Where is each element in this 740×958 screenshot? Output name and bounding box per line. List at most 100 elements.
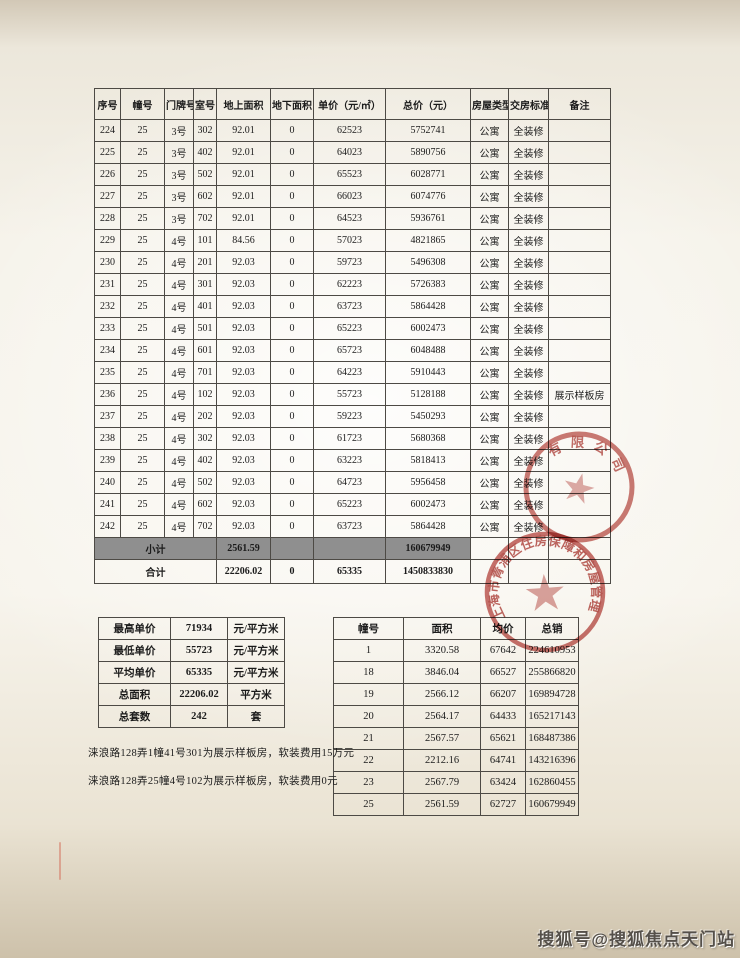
price-cell: 239 (94, 449, 121, 472)
price-row: 231 25 4号 301 92.03 0 62223 5726383 公寓 全装修 (94, 273, 611, 296)
buildings-cell: 66207 (480, 683, 526, 706)
header-cell: 备注 (548, 88, 611, 120)
price-cell: 64023 (313, 141, 386, 164)
price-cell: 233 (94, 317, 121, 340)
grand-total-total: 1450833830 (385, 559, 471, 584)
price-cell: 25 (120, 229, 165, 252)
price-cell: 全装修 (508, 361, 549, 384)
header-cell: 交房标准 (508, 88, 549, 120)
grand-total-basement: 0 (270, 559, 314, 584)
price-cell: 5680368 (385, 427, 471, 450)
buildings-cell: 21 (333, 727, 404, 750)
price-cell (548, 141, 611, 164)
price-cell: 公寓 (470, 185, 509, 208)
price-cell (548, 339, 611, 362)
summary-row: 总面积 22206.02 平方米 (98, 683, 285, 706)
price-cell: 501 (193, 317, 217, 340)
price-cell (548, 273, 611, 296)
price-cell: 63723 (313, 295, 386, 318)
price-cell: 0 (270, 339, 314, 362)
price-cell: 4号 (164, 339, 194, 362)
price-cell: 全装修 (508, 119, 549, 142)
price-cell: 公寓 (470, 229, 509, 252)
price-cell: 公寓 (470, 427, 509, 450)
price-cell: 62223 (313, 273, 386, 296)
price-cell: 601 (193, 339, 217, 362)
summary-unit: 元/平方米 (227, 617, 285, 640)
subtotal-basement (270, 537, 314, 560)
summary-value: 55723 (170, 639, 228, 662)
price-cell: 全装修 (508, 185, 549, 208)
price-cell: 公寓 (470, 141, 509, 164)
header-cell: 序号 (94, 88, 121, 120)
price-cell: 92.03 (216, 383, 271, 406)
summary-row: 平均单价 65335 元/平方米 (98, 661, 285, 684)
price-cell: 全装修 (508, 207, 549, 230)
price-cell: 62523 (313, 119, 386, 142)
price-cell: 59723 (313, 251, 386, 274)
price-cell: 全装修 (508, 317, 549, 340)
price-cell: 602 (193, 493, 217, 516)
price-cell: 226 (94, 163, 121, 186)
header-cell: 门牌号 (164, 88, 194, 120)
price-cell: 5496308 (385, 251, 471, 274)
price-cell: 92.01 (216, 207, 271, 230)
buildings-cell: 2567.79 (403, 771, 481, 794)
price-cell: 235 (94, 361, 121, 384)
price-cell: 302 (193, 427, 217, 450)
summary-unit: 套 (227, 705, 285, 728)
subtotal-row: 小计 2561.59 160679949 (94, 537, 611, 560)
price-cell: 25 (120, 493, 165, 516)
price-cell: 102 (193, 383, 217, 406)
price-cell: 全装修 (508, 141, 549, 164)
price-cell: 0 (270, 493, 314, 516)
price-cell: 25 (120, 405, 165, 428)
buildings-row: 18 3846.04 66527 255866820 (333, 661, 579, 684)
price-cell: 25 (120, 141, 165, 164)
buildings-row: 22 2212.16 64741 143216396 (333, 749, 579, 772)
price-cell: 4号 (164, 471, 194, 494)
price-cell: 502 (193, 471, 217, 494)
price-cell: 92.03 (216, 361, 271, 384)
price-cell: 702 (193, 515, 217, 538)
price-cell: 5450293 (385, 405, 471, 428)
price-cell: 公寓 (470, 119, 509, 142)
price-cell: 25 (120, 383, 165, 406)
price-row: 230 25 4号 201 92.03 0 59723 5496308 公寓 全装修 (94, 251, 611, 274)
price-cell: 5890756 (385, 141, 471, 164)
price-cell: 公寓 (470, 405, 509, 428)
price-cell: 0 (270, 317, 314, 340)
buildings-row: 21 2567.57 65621 168487386 (333, 727, 579, 750)
price-cell: 25 (120, 427, 165, 450)
price-cell: 25 (120, 119, 165, 142)
buildings-row: 19 2566.12 66207 169894728 (333, 683, 579, 706)
header-cell: 单价（元/㎡） (313, 88, 386, 120)
price-cell: 全装修 (508, 339, 549, 362)
price-cell: 公寓 (470, 273, 509, 296)
price-cell: 4号 (164, 515, 194, 538)
price-cell: 92.01 (216, 163, 271, 186)
price-cell: 301 (193, 273, 217, 296)
price-cell: 公寓 (470, 449, 509, 472)
price-row: 232 25 4号 401 92.03 0 63723 5864428 公寓 全装修 (94, 295, 611, 318)
company-seal-star (564, 473, 595, 504)
summary-label: 总套数 (98, 705, 171, 728)
buildings-cell: 160679949 (525, 793, 579, 816)
price-cell: 92.03 (216, 273, 271, 296)
price-row: 236 25 4号 102 92.03 0 55723 5128188 公寓 全装修 展示样板房 (94, 383, 611, 406)
price-cell: 0 (270, 515, 314, 538)
government-seal-star (525, 574, 564, 611)
price-cell: 3号 (164, 119, 194, 142)
price-cell: 224 (94, 119, 121, 142)
price-cell: 25 (120, 471, 165, 494)
price-cell: 3号 (164, 163, 194, 186)
price-cell: 232 (94, 295, 121, 318)
price-cell: 4号 (164, 361, 194, 384)
price-cell: 0 (270, 185, 314, 208)
grand-total-area: 22206.02 (216, 559, 271, 584)
price-cell: 229 (94, 229, 121, 252)
buildings-cell: 255866820 (525, 661, 579, 684)
price-cell: 236 (94, 383, 121, 406)
price-row: 235 25 4号 701 92.03 0 64223 5910443 公寓 全装修 (94, 361, 611, 384)
price-row: 237 25 4号 202 92.03 0 59223 5450293 公寓 全装修 (94, 405, 611, 428)
